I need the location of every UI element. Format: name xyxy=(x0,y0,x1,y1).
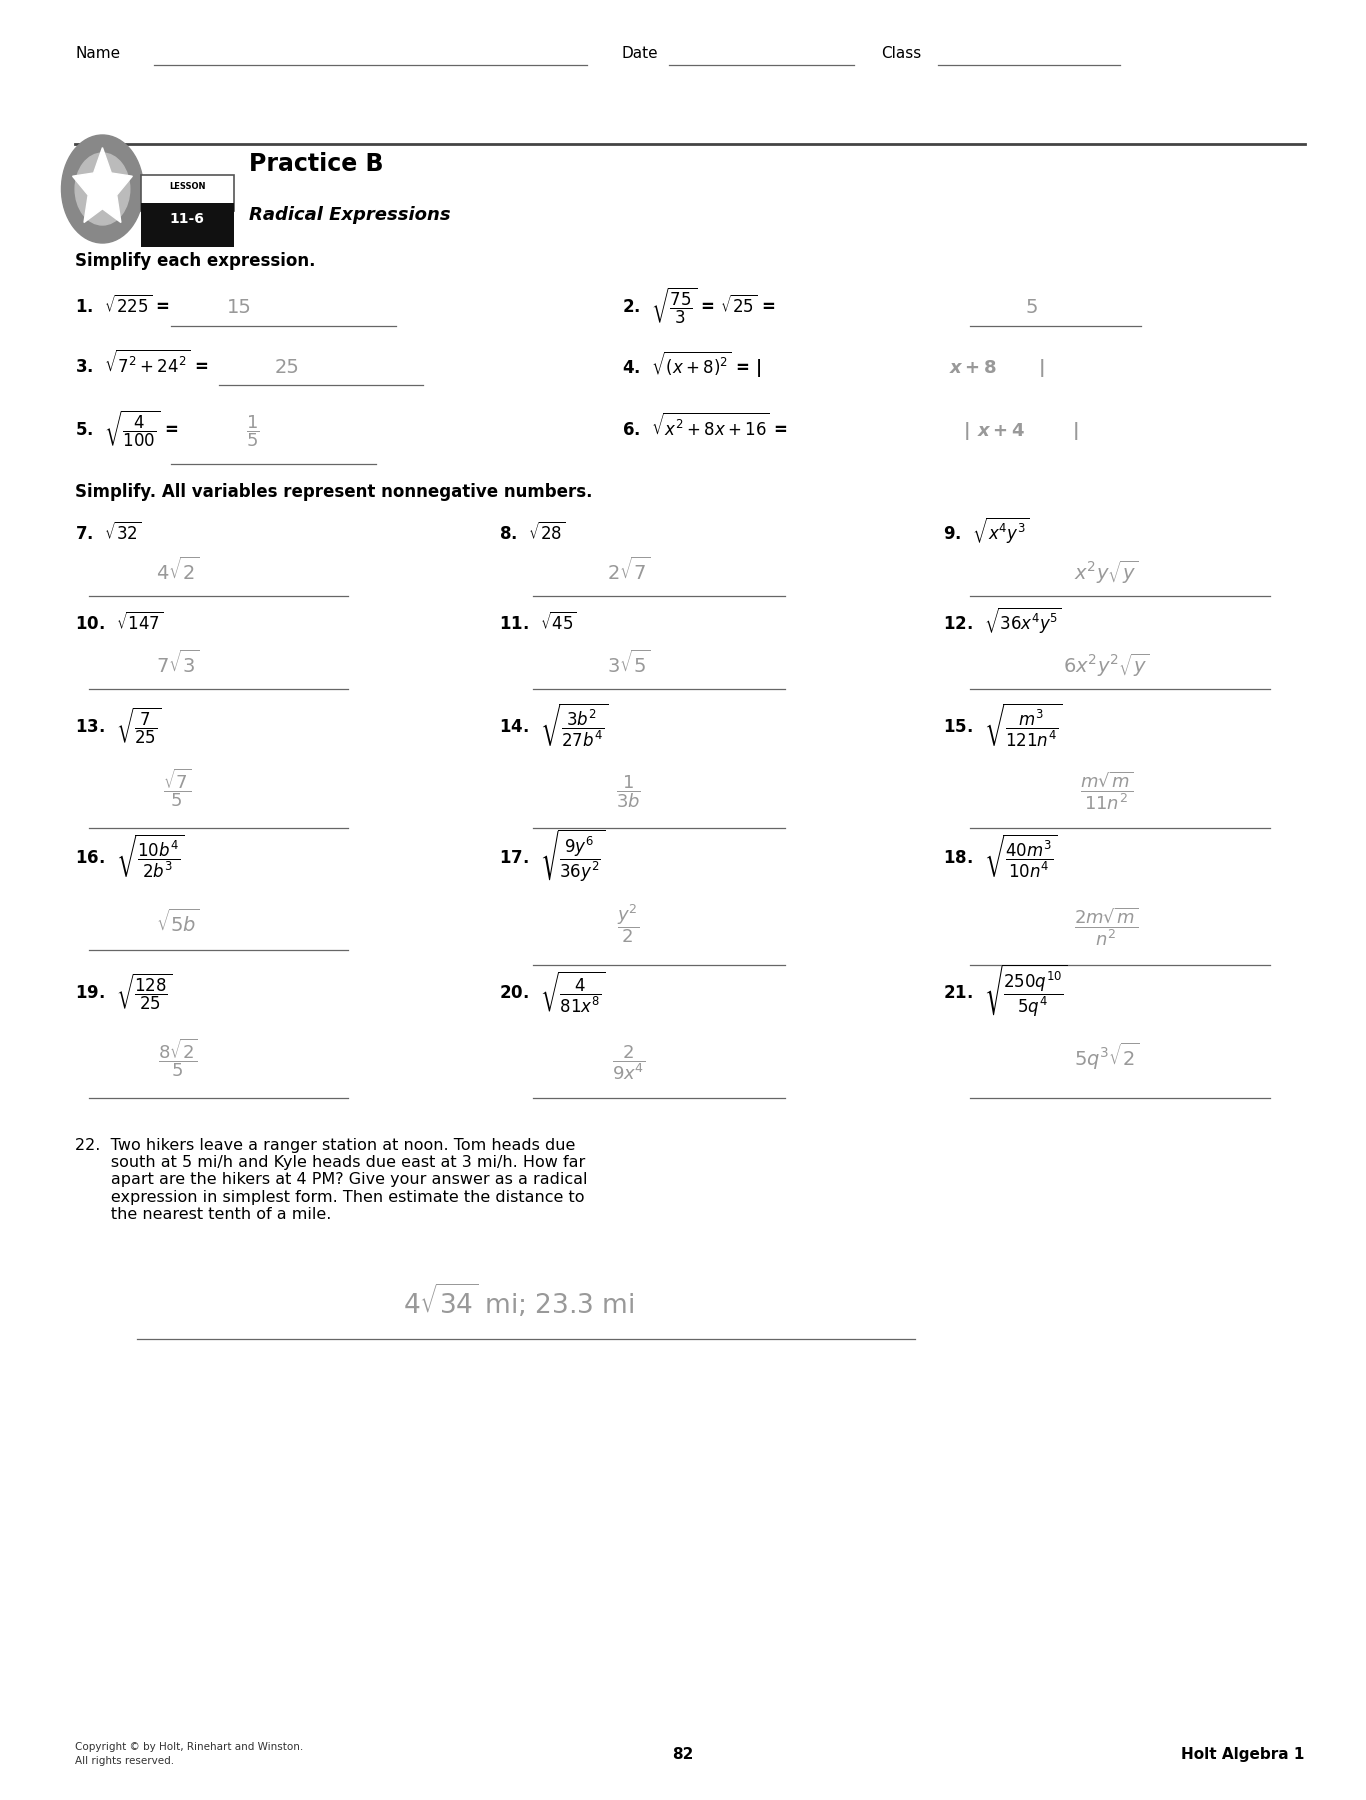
Text: Date: Date xyxy=(622,45,658,61)
Text: Simplify each expression.: Simplify each expression. xyxy=(75,252,316,270)
Text: 10.  $\sqrt{147}$: 10. $\sqrt{147}$ xyxy=(75,612,164,634)
Text: 5: 5 xyxy=(1024,299,1038,317)
Text: $x^2y\sqrt{y}$: $x^2y\sqrt{y}$ xyxy=(1075,558,1138,585)
Text: 14.  $\sqrt{\dfrac{3b^2}{27b^4}}$: 14. $\sqrt{\dfrac{3b^2}{27b^4}}$ xyxy=(499,700,608,749)
FancyBboxPatch shape xyxy=(141,175,234,211)
Text: 9.  $\sqrt{x^4y^3}$: 9. $\sqrt{x^4y^3}$ xyxy=(943,517,1029,545)
Text: 17.  $\sqrt{\dfrac{9y^6}{36y^2}}$: 17. $\sqrt{\dfrac{9y^6}{36y^2}}$ xyxy=(499,828,605,884)
Text: 15: 15 xyxy=(227,299,251,317)
Text: $4\sqrt{2}$: $4\sqrt{2}$ xyxy=(156,556,199,583)
Text: $\dfrac{2m\sqrt{m}}{n^2}$: $\dfrac{2m\sqrt{m}}{n^2}$ xyxy=(1075,905,1138,949)
Text: $\dfrac{1}{5}$: $\dfrac{1}{5}$ xyxy=(246,412,260,448)
Text: $\dfrac{m\sqrt{m}}{11n^2}$: $\dfrac{m\sqrt{m}}{11n^2}$ xyxy=(1081,769,1132,812)
Text: 20.  $\sqrt{\dfrac{4}{81x^8}}$: 20. $\sqrt{\dfrac{4}{81x^8}}$ xyxy=(499,970,605,1015)
Text: Copyright © by Holt, Rinehart and Winston.: Copyright © by Holt, Rinehart and Winsto… xyxy=(75,1742,303,1751)
Text: 18.  $\sqrt{\dfrac{40m^3}{10n^4}}$: 18. $\sqrt{\dfrac{40m^3}{10n^4}}$ xyxy=(943,832,1057,880)
Text: $\boldsymbol{|}$: $\boldsymbol{|}$ xyxy=(1038,356,1045,378)
Text: $\dfrac{\sqrt{7}}{5}$: $\dfrac{\sqrt{7}}{5}$ xyxy=(164,765,191,808)
Text: $\dfrac{1}{3b}$: $\dfrac{1}{3b}$ xyxy=(616,772,641,810)
Text: 8.  $\sqrt{28}$: 8. $\sqrt{28}$ xyxy=(499,522,566,544)
Circle shape xyxy=(75,153,130,225)
Text: $\boldsymbol{x+4}$: $\boldsymbol{x+4}$ xyxy=(977,421,1024,439)
Text: 2.  $\sqrt{\dfrac{75}{3}}$ = $\sqrt{25}$ =: 2. $\sqrt{\dfrac{75}{3}}$ = $\sqrt{25}$ … xyxy=(622,286,775,326)
Text: 4.  $\sqrt{(x+8)^2}$ = $\boldsymbol{|}$: 4. $\sqrt{(x+8)^2}$ = $\boldsymbol{|}$ xyxy=(622,349,761,378)
Text: $7\sqrt{3}$: $7\sqrt{3}$ xyxy=(156,650,199,677)
Text: Simplify. All variables represent nonnegative numbers.: Simplify. All variables represent nonneg… xyxy=(75,482,593,500)
Text: 82: 82 xyxy=(672,1746,694,1762)
Text: 1.  $\sqrt{225}$ =: 1. $\sqrt{225}$ = xyxy=(75,295,169,317)
Text: Holt Algebra 1: Holt Algebra 1 xyxy=(1182,1746,1305,1762)
Text: 11-6: 11-6 xyxy=(169,212,205,227)
Text: Practice B: Practice B xyxy=(249,151,382,176)
Text: $3\sqrt{5}$: $3\sqrt{5}$ xyxy=(607,650,650,677)
Text: 12.  $\sqrt{36x^4y^5}$: 12. $\sqrt{36x^4y^5}$ xyxy=(943,607,1061,635)
Text: 15.  $\sqrt{\dfrac{m^3}{121n^4}}$: 15. $\sqrt{\dfrac{m^3}{121n^4}}$ xyxy=(943,700,1061,749)
Text: 5.  $\sqrt{\dfrac{4}{100}}$ =: 5. $\sqrt{\dfrac{4}{100}}$ = xyxy=(75,409,179,448)
Text: 11.  $\sqrt{45}$: 11. $\sqrt{45}$ xyxy=(499,612,576,634)
Text: $5q^3\sqrt{2}$: $5q^3\sqrt{2}$ xyxy=(1074,1040,1139,1071)
Text: LESSON: LESSON xyxy=(169,182,205,191)
Text: $\dfrac{y^2}{2}$: $\dfrac{y^2}{2}$ xyxy=(617,902,639,945)
FancyBboxPatch shape xyxy=(141,203,234,247)
Text: All rights reserved.: All rights reserved. xyxy=(75,1757,175,1766)
Text: $6x^2y^2\sqrt{y}$: $6x^2y^2\sqrt{y}$ xyxy=(1063,652,1150,679)
Text: Radical Expressions: Radical Expressions xyxy=(249,205,451,223)
Text: $\sqrt{5b}$: $\sqrt{5b}$ xyxy=(156,909,199,936)
Text: Class: Class xyxy=(881,45,921,61)
Polygon shape xyxy=(72,148,133,223)
Circle shape xyxy=(61,135,143,243)
Text: $\boldsymbol{|}$: $\boldsymbol{|}$ xyxy=(963,419,970,441)
Text: 13.  $\sqrt{\dfrac{7}{25}}$: 13. $\sqrt{\dfrac{7}{25}}$ xyxy=(75,706,161,745)
Text: 21.  $\sqrt{\dfrac{250q^{10}}{5q^4}}$: 21. $\sqrt{\dfrac{250q^{10}}{5q^4}}$ xyxy=(943,963,1067,1019)
Text: 7.  $\sqrt{32}$: 7. $\sqrt{32}$ xyxy=(75,522,142,544)
Text: 16.  $\sqrt{\dfrac{10b^4}{2b^3}}$: 16. $\sqrt{\dfrac{10b^4}{2b^3}}$ xyxy=(75,832,184,880)
Text: $\boldsymbol{x+8}$: $\boldsymbol{x+8}$ xyxy=(949,358,997,376)
Text: $\dfrac{8\sqrt{2}}{5}$: $\dfrac{8\sqrt{2}}{5}$ xyxy=(157,1035,198,1078)
Text: $2\sqrt{7}$: $2\sqrt{7}$ xyxy=(607,556,650,583)
Text: 3.  $\sqrt{7^2+24^2}$ =: 3. $\sqrt{7^2+24^2}$ = xyxy=(75,349,209,376)
Text: 19.  $\sqrt{\dfrac{128}{25}}$: 19. $\sqrt{\dfrac{128}{25}}$ xyxy=(75,972,172,1012)
Text: 22.  Two hikers leave a ranger station at noon. Tom heads due
       south at 5 : 22. Two hikers leave a ranger station at… xyxy=(75,1138,587,1222)
Text: 25: 25 xyxy=(275,358,299,376)
Text: $4\sqrt{34}$ mi; 23.3 mi: $4\sqrt{34}$ mi; 23.3 mi xyxy=(403,1282,635,1319)
Text: Name: Name xyxy=(75,45,120,61)
Text: $\dfrac{2}{9x^4}$: $\dfrac{2}{9x^4}$ xyxy=(612,1042,645,1082)
Text: $\boldsymbol{|}$: $\boldsymbol{|}$ xyxy=(1072,419,1079,441)
Text: 6.  $\sqrt{x^2+8x+16}$ =: 6. $\sqrt{x^2+8x+16}$ = xyxy=(622,412,790,439)
